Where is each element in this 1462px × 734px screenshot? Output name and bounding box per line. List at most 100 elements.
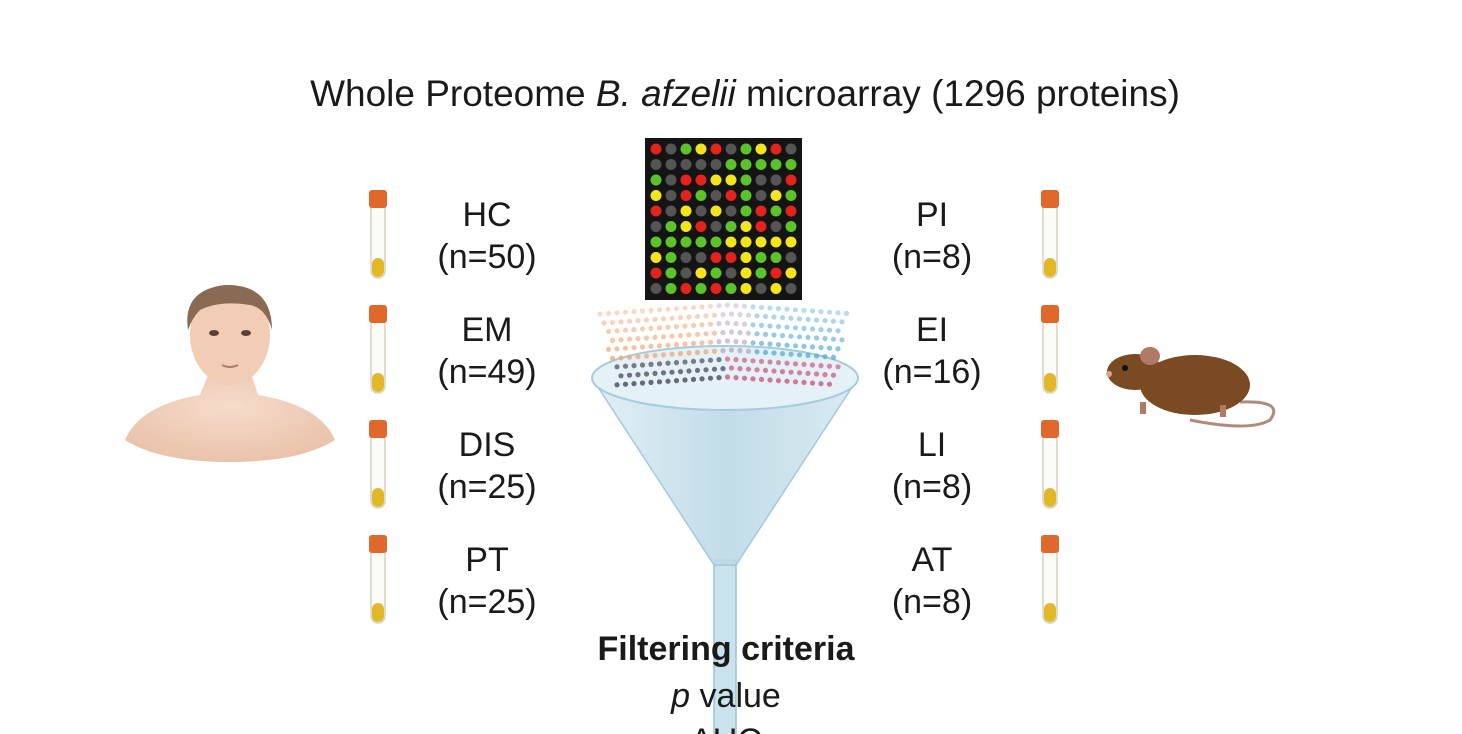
spot [755,221,767,232]
group-size: (n=8) [892,468,972,506]
particle [707,321,714,327]
spot [740,283,752,294]
particle [843,310,850,316]
particle [775,360,782,366]
particle [643,371,650,377]
particle [711,312,718,318]
particle [805,370,811,376]
particle [796,334,803,340]
particle [805,334,811,340]
spot [665,205,677,217]
particle [733,303,739,309]
particle [597,311,603,317]
particle [694,367,701,373]
spot [755,205,767,217]
particle [826,327,833,333]
particle [673,324,680,330]
particle [758,322,765,328]
particle [733,375,739,381]
particle [618,337,624,343]
particle [639,380,646,386]
particle [792,307,799,313]
spot [740,205,752,217]
spot [665,267,677,279]
tube-serum [1044,258,1056,277]
particle [771,368,777,374]
spot [740,267,752,279]
spot [785,159,797,170]
particle [826,309,833,315]
spot [665,174,677,186]
particle [792,343,799,349]
spot [680,190,692,201]
spot [740,190,752,201]
particle [818,345,824,351]
particle [733,357,739,363]
particle [639,362,646,368]
particle [737,330,743,336]
tube-cap [1041,305,1059,323]
spot [785,190,797,201]
particle [745,330,752,336]
particle [796,316,803,322]
particle [643,353,650,359]
particle [631,345,637,351]
microarray-spots [650,143,797,294]
particle [775,324,782,330]
particle [614,346,620,352]
spot [785,283,797,294]
particle [673,378,680,384]
particle [818,363,824,369]
spot [695,143,707,155]
sample-tube [1041,190,1059,279]
particle [720,330,726,336]
spot [725,267,737,279]
particle [690,376,697,382]
particle [618,373,624,379]
group-label: LI [918,426,946,464]
particle [750,358,756,364]
spot [680,267,692,279]
particle [665,324,671,330]
tube-serum [1044,373,1056,392]
group-size: (n=8) [892,238,972,276]
title: Whole Proteome B. afzelii microarray (12… [310,73,1180,114]
group-size: (n=50) [437,238,536,276]
particle [737,366,743,372]
particle [801,343,807,349]
spot [770,205,782,217]
spot [785,174,797,186]
spot [710,174,722,186]
mouse-icon [1106,347,1276,428]
particle [771,350,777,356]
particle [745,348,752,354]
particle [801,307,807,313]
filtering-heading: Filtering criteria [598,630,856,668]
spot [725,205,737,217]
particle [822,318,828,324]
particle [686,314,692,320]
particle [626,318,633,324]
particle [822,372,828,378]
particle [745,312,752,318]
tube-cap [369,305,387,323]
spot [695,283,707,294]
spot [680,252,692,263]
particle [669,369,675,375]
group-label: AT [912,541,953,579]
particle [648,325,654,331]
particle [716,339,722,345]
spot [725,174,737,186]
particle [652,352,658,358]
sample-tube [1041,535,1059,624]
particle [758,376,765,382]
particle [775,342,782,348]
particle [728,365,735,371]
particle [835,346,841,352]
spot [695,190,707,201]
particle [631,309,637,315]
particle [703,313,709,319]
particle [788,333,794,339]
